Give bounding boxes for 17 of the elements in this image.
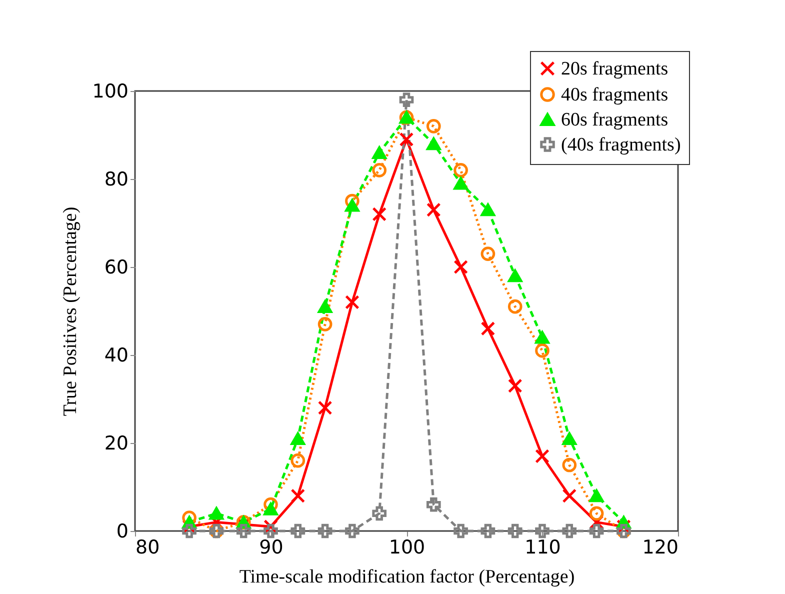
y-tick-label: 80 xyxy=(104,168,128,190)
x-tick-label: 110 xyxy=(524,536,561,558)
y-axis-title: True Positives (Percentage) xyxy=(60,206,82,416)
y-tick-label: 40 xyxy=(104,344,128,366)
legend-label: 20s fragments xyxy=(561,58,668,80)
legend-label: 60s fragments xyxy=(561,110,668,130)
x-tick-label: 100 xyxy=(388,536,426,558)
y-tick-label: 60 xyxy=(104,256,128,278)
x-axis-title: Time-scale modification factor (Percentage) xyxy=(239,566,575,588)
x-tick-label: 120 xyxy=(642,536,678,558)
y-tick-label: 20 xyxy=(104,432,128,454)
x-tick-label: 90 xyxy=(259,536,284,558)
legend-label: (40s fragments) xyxy=(561,134,681,156)
y-tick-label: 100 xyxy=(92,80,128,102)
x-tick-label: 80 xyxy=(136,536,160,558)
legend-label: 40s fragments xyxy=(561,84,668,106)
y-tick-label: 0 xyxy=(116,520,128,542)
